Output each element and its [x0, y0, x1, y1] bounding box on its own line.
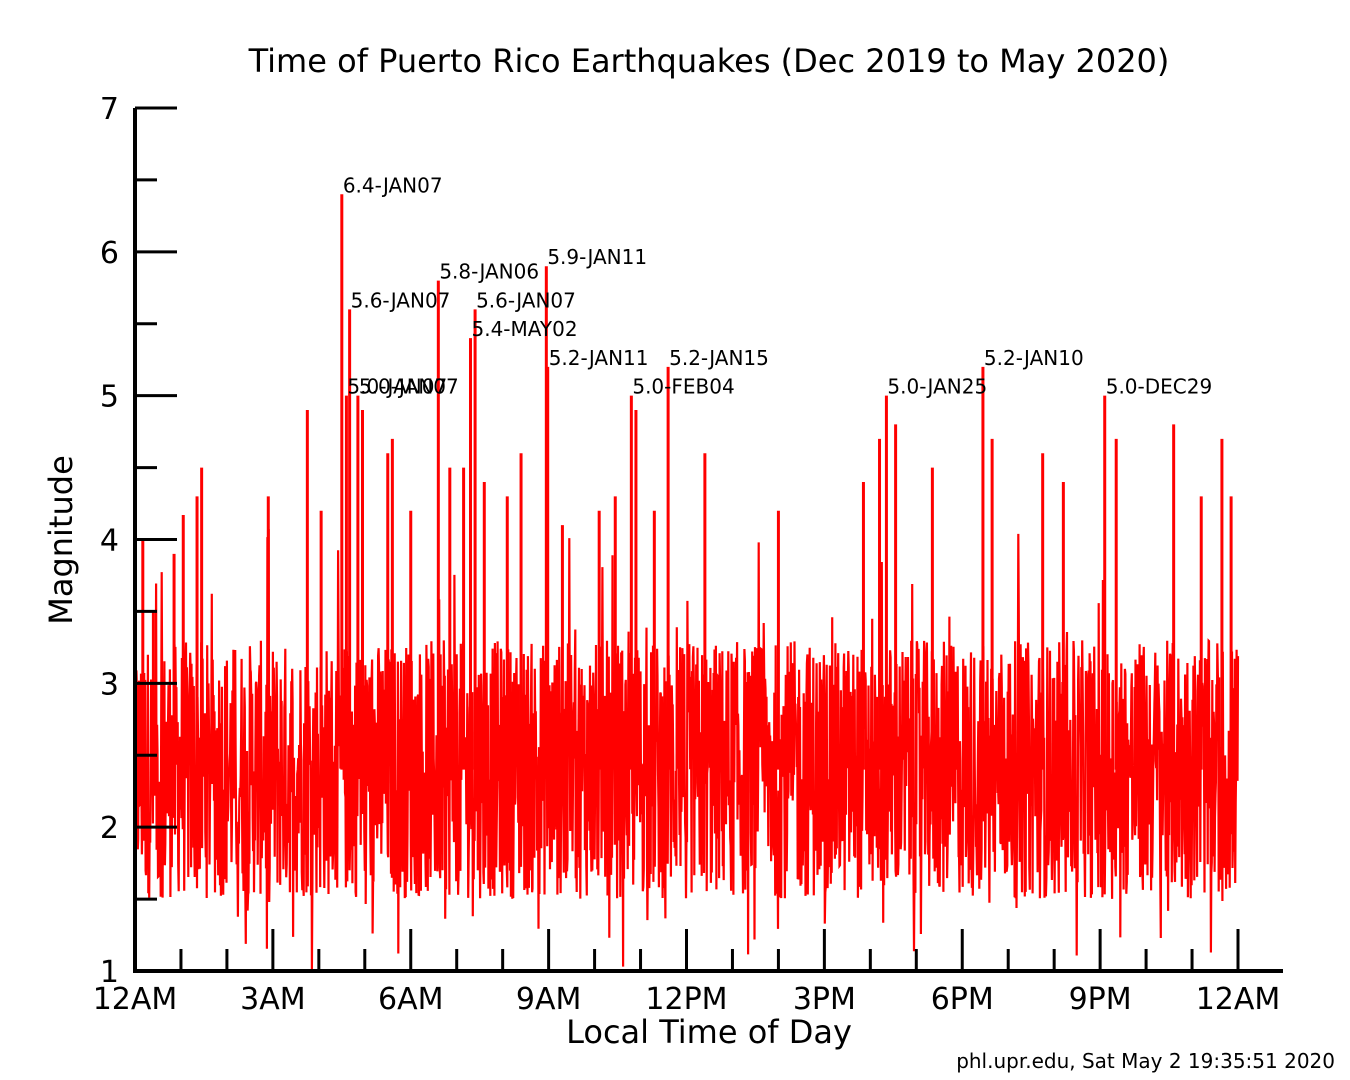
event-label: 5.8-JAN06: [439, 260, 539, 284]
y-tick-label: 4: [100, 524, 119, 559]
axes: 1 2 3 4 5 6 7 12AM 3AM 6AM 9AM 12PM 3PM 6PM 9PM 12AM: [93, 92, 1283, 1017]
x-ticks: 12AM 3AM 6AM 9AM 12PM 3PM 6PM 9PM 12AM: [93, 929, 1281, 1017]
y-tick-label: 2: [100, 811, 119, 846]
x-tick-label: 12PM: [645, 982, 727, 1017]
x-axis-label: Local Time of Day: [566, 1013, 852, 1051]
x-tick-label: 3PM: [793, 982, 856, 1017]
x-tick-label: 6AM: [378, 982, 444, 1017]
event-label: 5.0-JAN25: [887, 375, 987, 399]
event-label: 5.6-JAN07: [476, 288, 576, 312]
event-label: 5.2-JAN10: [984, 346, 1084, 370]
x-tick-label: 3AM: [240, 982, 306, 1017]
footer-credit: phl.upr.edu, Sat May 2 19:35:51 2020: [956, 1049, 1335, 1073]
event-label: 5.0-JAN07: [347, 375, 447, 399]
y-tick-label: 6: [100, 236, 119, 271]
event-label: 5.0-FEB04: [632, 375, 734, 399]
chart-title: Time of Puerto Rico Earthquakes (Dec 201…: [248, 42, 1170, 80]
event-label: 5.4-MAY02: [471, 317, 577, 341]
x-tick-label: 12AM: [1196, 982, 1281, 1017]
peak-spikes: [141, 194, 1233, 770]
magnitude-series-line: [133, 528, 1240, 971]
event-label: 5.0-JAN07: [359, 375, 459, 399]
x-tick-label: 6PM: [931, 982, 994, 1017]
y-axis-label: Magnitude: [42, 455, 80, 625]
event-label: 5.0-DEC29: [1106, 375, 1212, 399]
x-tick-label: 9AM: [516, 982, 582, 1017]
plot-area: [133, 194, 1240, 971]
event-label: 5.6-JAN07: [351, 288, 451, 312]
y-tick-label: 1: [100, 955, 119, 990]
y-tick-label: 7: [100, 92, 119, 127]
event-label: 5.2-JAN15: [669, 346, 769, 370]
event-label: 5.2-JAN11: [549, 346, 649, 370]
y-tick-label: 3: [100, 667, 119, 702]
y-tick-label: 5: [100, 380, 119, 415]
x-tick-label: 12AM: [93, 982, 178, 1017]
event-label: 6.4-JAN07: [343, 173, 443, 197]
y-ticks: 1 2 3 4 5 6 7: [100, 92, 177, 990]
event-label: 5.9-JAN11: [547, 245, 647, 269]
x-tick-label: 9PM: [1069, 982, 1132, 1017]
